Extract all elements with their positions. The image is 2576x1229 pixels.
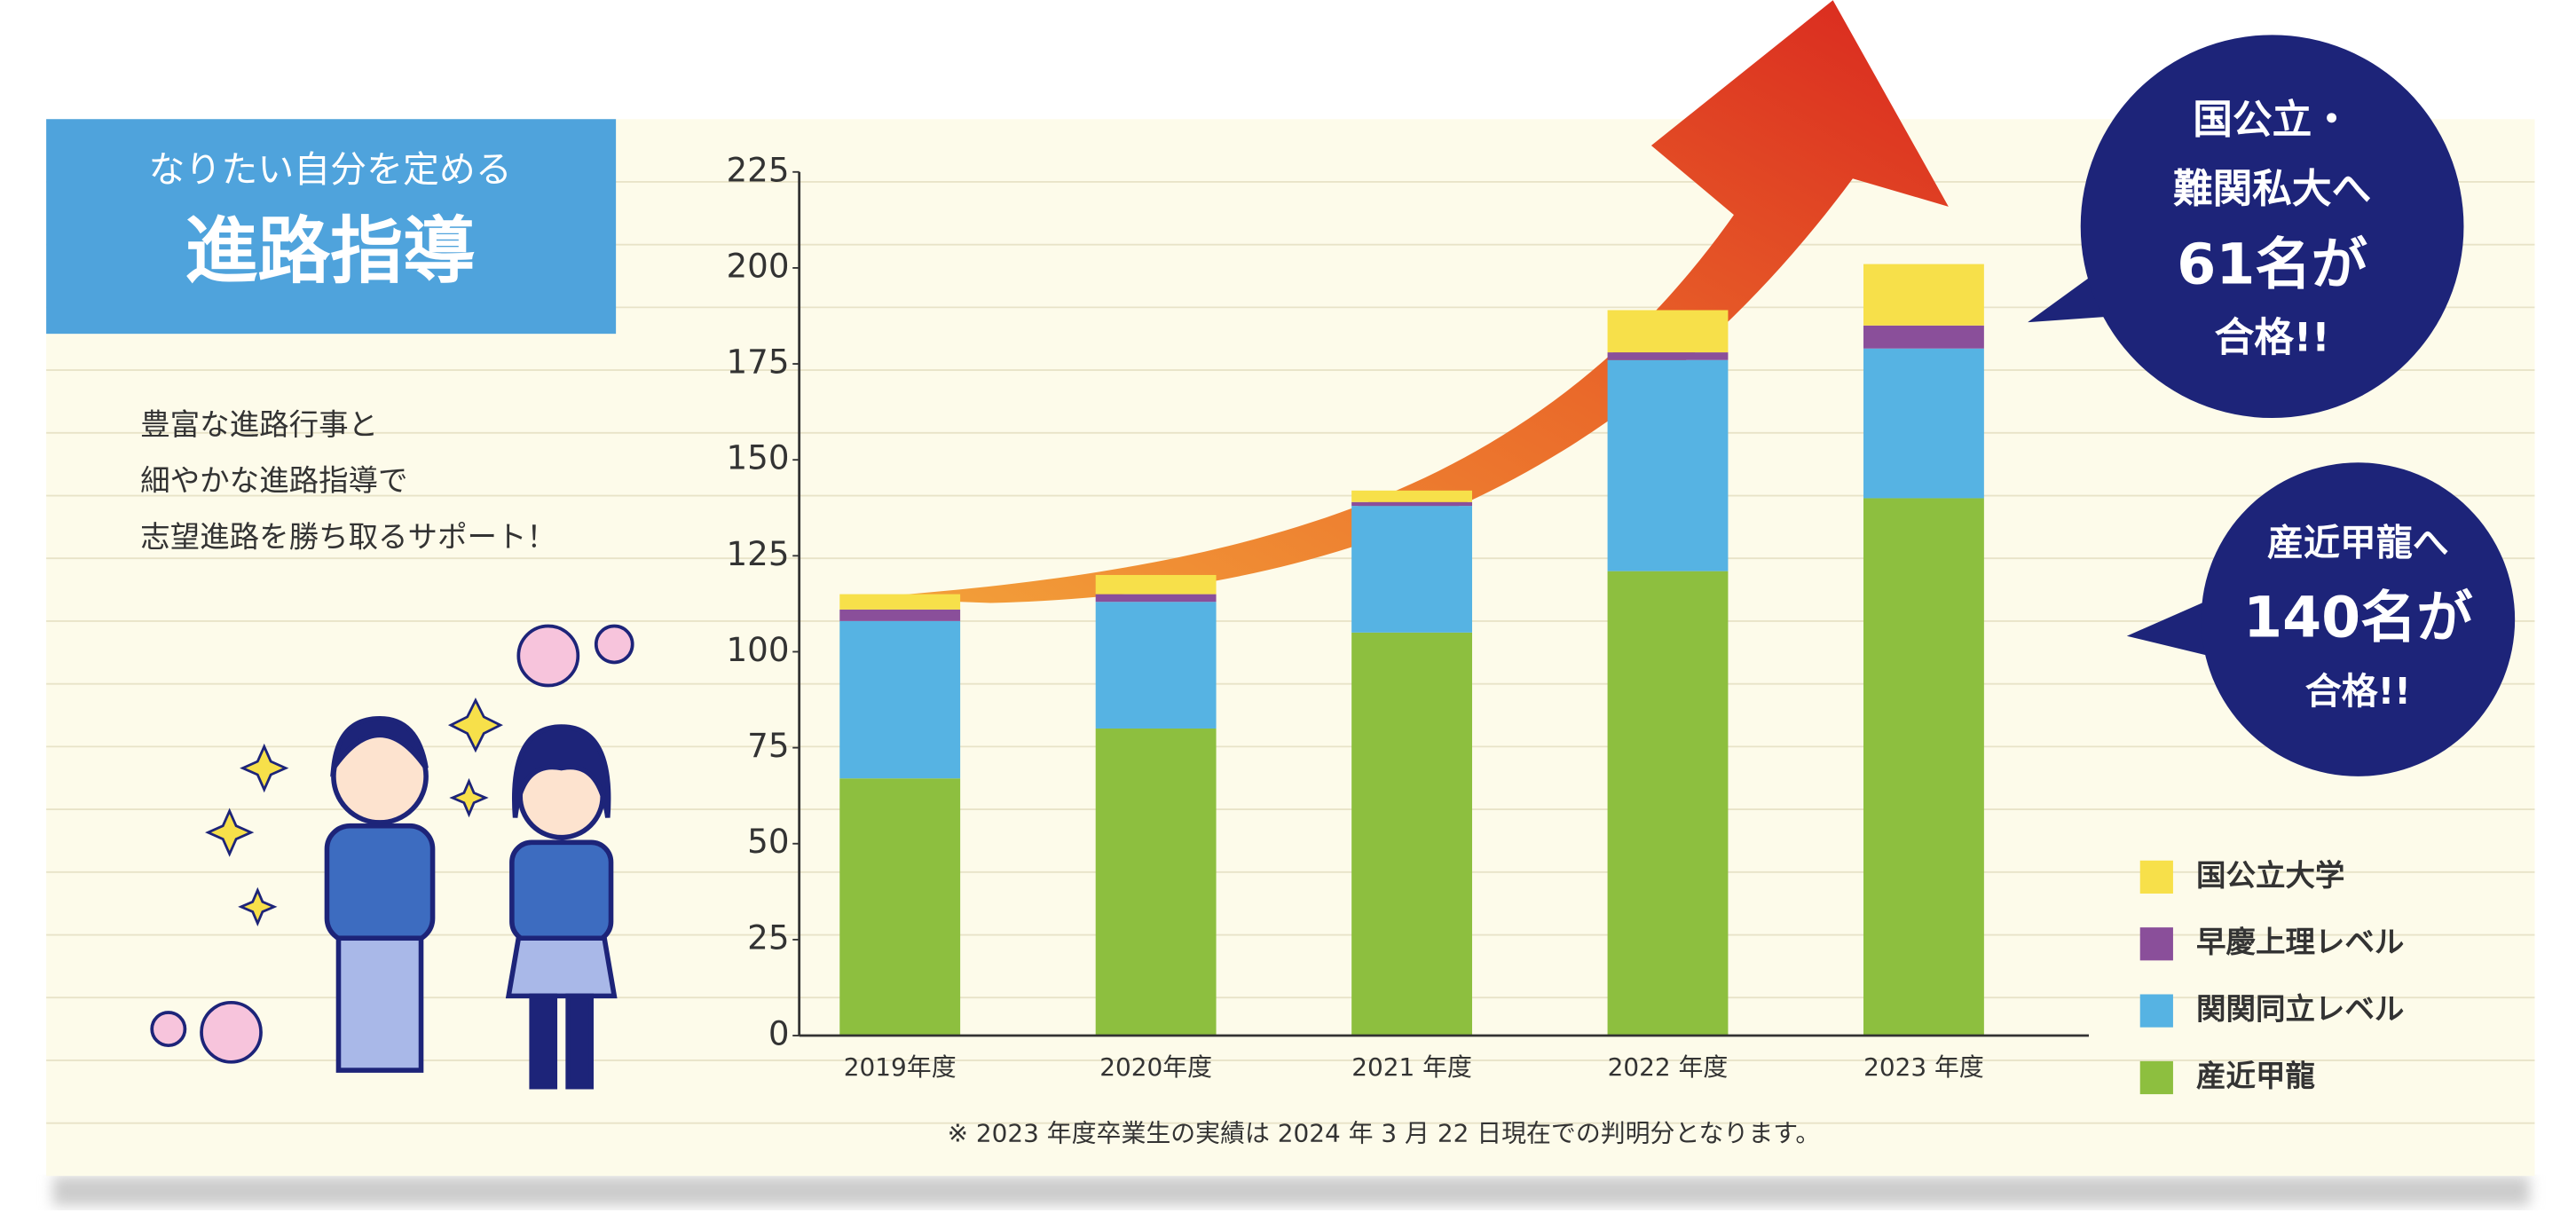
bar-segment bbox=[839, 778, 961, 1036]
y-tick-label: 100 bbox=[726, 630, 789, 669]
bar-segment bbox=[839, 594, 961, 610]
legend-swatch bbox=[2139, 860, 2173, 894]
bar-segment bbox=[1863, 325, 1984, 349]
bar-segment bbox=[1351, 501, 1472, 507]
x-tick-label: 2022 年度 bbox=[1608, 1052, 1729, 1082]
header-title: 進路指導 bbox=[185, 209, 475, 294]
bar-segment bbox=[1607, 352, 1729, 360]
description-line: 細やかな進路指導で bbox=[140, 463, 407, 498]
legend-swatch bbox=[2139, 1060, 2173, 1095]
bar-segment bbox=[1863, 348, 1984, 499]
description-line: 豊富な進路行事と bbox=[140, 407, 378, 442]
legend-label: 国公立大学 bbox=[2196, 858, 2344, 893]
description-line: 志望進路を勝ち取るサポート！ bbox=[140, 519, 556, 554]
callout-text: 合格!! bbox=[2305, 670, 2411, 713]
y-tick-label: 125 bbox=[726, 534, 789, 573]
x-tick-label: 2023 年度 bbox=[1863, 1052, 1984, 1082]
bar-segment bbox=[1095, 728, 1217, 1036]
bar-segment bbox=[1351, 490, 1472, 502]
callout-text: 難関私大へ bbox=[2173, 166, 2371, 212]
callout-text: 61名が bbox=[2177, 231, 2367, 296]
bar-segment bbox=[1607, 310, 1729, 353]
y-tick-label: 75 bbox=[747, 726, 789, 765]
header-subtitle: なりたい自分を定める bbox=[149, 148, 512, 191]
legend-swatch bbox=[2139, 927, 2173, 961]
y-tick-label: 175 bbox=[726, 343, 789, 382]
footnote: ※ 2023 年度卒業生の実績は 2024 年 3 月 22 日現在での判明分と… bbox=[948, 1119, 1821, 1148]
bar-segment bbox=[1607, 571, 1729, 1036]
bar-segment bbox=[1863, 498, 1984, 1036]
panel-shadow bbox=[52, 1176, 2530, 1206]
header-box bbox=[46, 119, 617, 335]
callout-text: 産近甲龍へ bbox=[2267, 521, 2449, 563]
bar-segment bbox=[839, 620, 961, 779]
y-tick-label: 0 bbox=[768, 1014, 790, 1053]
legend-label: 関関同立レベル bbox=[2196, 992, 2404, 1027]
legend-swatch bbox=[2139, 994, 2173, 1028]
illustration bbox=[150, 624, 634, 1090]
callout-bubble bbox=[2080, 35, 2464, 419]
legend-label: 早慶上理レベル bbox=[2196, 925, 2404, 959]
callout-text: 合格!! bbox=[2215, 315, 2330, 361]
bar-segment bbox=[1095, 594, 1217, 603]
bar-segment bbox=[1095, 602, 1217, 729]
callout-text: 国公立・ bbox=[2193, 97, 2351, 143]
legend-label: 産近甲龍 bbox=[2196, 1059, 2315, 1093]
x-tick-label: 2020年度 bbox=[1099, 1052, 1212, 1082]
bar-segment bbox=[1863, 264, 1984, 326]
bar-segment bbox=[1351, 632, 1472, 1036]
y-tick-label: 150 bbox=[726, 438, 789, 477]
y-tick-label: 25 bbox=[747, 918, 789, 957]
bar-segment bbox=[1351, 506, 1472, 633]
callout-bubble bbox=[2201, 462, 2516, 776]
callout-text: 140名が bbox=[2243, 585, 2473, 650]
y-tick-label: 50 bbox=[747, 822, 789, 861]
x-tick-label: 2021 年度 bbox=[1351, 1052, 1472, 1082]
growth-arrow bbox=[858, 0, 1949, 603]
plot-area: 0 25 50 75 100 125 150 175 200 225 2019年度 2020年度 202… bbox=[726, 150, 2404, 1095]
y-tick-label: 225 bbox=[726, 150, 789, 189]
bar-segment bbox=[1607, 359, 1729, 571]
y-tick-label: 200 bbox=[726, 246, 789, 285]
bar-segment bbox=[1095, 574, 1217, 595]
x-tick-label: 2019年度 bbox=[844, 1052, 957, 1082]
bar-segment bbox=[839, 609, 961, 621]
